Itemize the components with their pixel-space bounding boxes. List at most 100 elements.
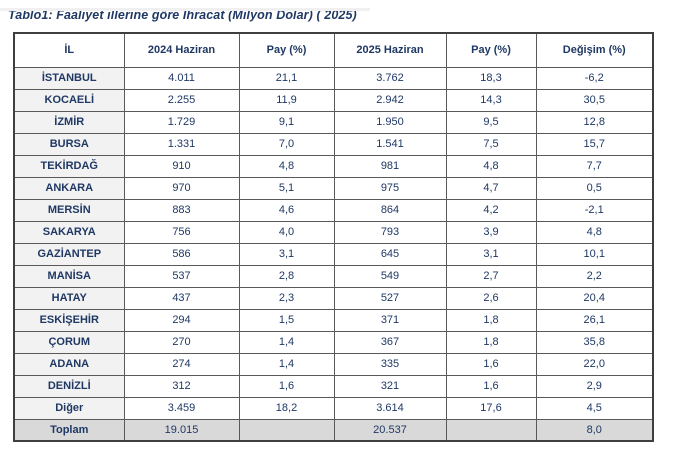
table-row: HATAY 437 2,3 527 2,6 20,4	[13, 286, 654, 310]
degisim-cell: 2,2	[535, 264, 654, 288]
pay-2025-cell: 7,5	[445, 132, 537, 156]
degisim-cell: 12,8	[535, 110, 654, 134]
export-table: İL 2024 Haziran Pay (%) 2025 Haziran Pay…	[13, 32, 654, 442]
value-2024-cell: 883	[123, 198, 240, 222]
pay-2025-cell: 2,7	[445, 264, 537, 288]
pay-2024-cell: 3,1	[238, 242, 335, 266]
value-2024-cell: 910	[123, 154, 240, 178]
table-row: MERSİN 883 4,6 864 4,2 -2,1	[13, 198, 654, 222]
value-2025-cell: 3.614	[333, 396, 447, 420]
value-2025-cell: 367	[333, 330, 447, 354]
pay-2025-cell: 1,8	[445, 330, 537, 354]
value-2024-cell: 4.011	[123, 66, 240, 90]
value-2025-cell: 1.541	[333, 132, 447, 156]
degisim-cell: -6,2	[535, 66, 654, 90]
pay-2024-cell: 1,5	[238, 308, 335, 332]
column-header-2025: 2025 Haziran	[333, 32, 447, 68]
value-2025-cell: 335	[333, 352, 447, 376]
province-cell: SAKARYA	[13, 220, 125, 244]
degisim-cell: 22,0	[535, 352, 654, 376]
degisim-cell: 26,1	[535, 308, 654, 332]
province-cell: İZMİR	[13, 110, 125, 134]
province-cell: ADANA	[13, 352, 125, 376]
pay-2024-cell: 11,9	[238, 88, 335, 112]
value-2024-cell: 294	[123, 308, 240, 332]
pay-2025-cell	[445, 418, 537, 442]
pay-2024-cell: 21,1	[238, 66, 335, 90]
table-row: MANİSA 537 2,8 549 2,7 2,2	[13, 264, 654, 288]
value-2024-cell: 274	[123, 352, 240, 376]
value-2025-cell: 321	[333, 374, 447, 398]
province-cell: MANİSA	[13, 264, 125, 288]
pay-2024-cell: 4,0	[238, 220, 335, 244]
pay-2024-cell: 2,8	[238, 264, 335, 288]
top-edge-artifact	[0, 8, 370, 11]
pay-2025-cell: 17,6	[445, 396, 537, 420]
column-header-pay-2024: Pay (%)	[238, 32, 335, 68]
pay-2024-cell: 18,2	[238, 396, 335, 420]
degisim-cell: 8,0	[535, 418, 654, 442]
column-header-il: İL	[13, 32, 125, 68]
table-row: İSTANBUL 4.011 21,1 3.762 18,3 -6,2	[13, 66, 654, 90]
pay-2024-cell: 7,0	[238, 132, 335, 156]
degisim-cell: 7,7	[535, 154, 654, 178]
value-2025-cell: 3.762	[333, 66, 447, 90]
table-row: SAKARYA 756 4,0 793 3,9 4,8	[13, 220, 654, 244]
pay-2024-cell: 1,6	[238, 374, 335, 398]
pay-2025-cell: 18,3	[445, 66, 537, 90]
province-cell: BURSA	[13, 132, 125, 156]
table-row: TEKİRDAĞ 910 4,8 981 4,8 7,7	[13, 154, 654, 178]
pay-2025-cell: 9,5	[445, 110, 537, 134]
degisim-cell: 4,8	[535, 220, 654, 244]
degisim-cell: 30,5	[535, 88, 654, 112]
pay-2024-cell: 2,3	[238, 286, 335, 310]
pay-2025-cell: 4,8	[445, 154, 537, 178]
province-cell: ÇORUM	[13, 330, 125, 354]
pay-2024-cell: 5,1	[238, 176, 335, 200]
table-row: ADANA 274 1,4 335 1,6 22,0	[13, 352, 654, 376]
value-2025-cell: 2.942	[333, 88, 447, 112]
pay-2025-cell: 1,6	[445, 352, 537, 376]
pay-2025-cell: 3,9	[445, 220, 537, 244]
value-2025-cell: 527	[333, 286, 447, 310]
province-cell: Diğer	[13, 396, 125, 420]
degisim-cell: 15,7	[535, 132, 654, 156]
value-2024-cell: 1.331	[123, 132, 240, 156]
degisim-cell: 20,4	[535, 286, 654, 310]
value-2025-cell: 793	[333, 220, 447, 244]
province-cell: KOCAELİ	[13, 88, 125, 112]
table-row: DENİZLİ 312 1,6 321 1,6 2,9	[13, 374, 654, 398]
column-header-pay-2025: Pay (%)	[445, 32, 537, 68]
degisim-cell: 10,1	[535, 242, 654, 266]
pay-2024-cell: 1,4	[238, 330, 335, 354]
province-cell: GAZİANTEP	[13, 242, 125, 266]
pay-2024-cell	[238, 418, 335, 442]
degisim-cell: 2,9	[535, 374, 654, 398]
value-2024-cell: 312	[123, 374, 240, 398]
province-cell: HATAY	[13, 286, 125, 310]
pay-2025-cell: 1,6	[445, 374, 537, 398]
table-body: İSTANBUL 4.011 21,1 3.762 18,3 -6,2 KOCAELİ 2.2…	[13, 66, 654, 442]
value-2024-cell: 437	[123, 286, 240, 310]
table-header-row: İL 2024 Haziran Pay (%) 2025 Haziran Pay…	[13, 32, 654, 68]
value-2025-cell: 975	[333, 176, 447, 200]
report-title: Tablo1: Faaliyet illerine göre İhracat (…	[8, 8, 357, 22]
value-2025-cell: 864	[333, 198, 447, 222]
table-row: ÇORUM 270 1,4 367 1,8 35,8	[13, 330, 654, 354]
degisim-cell: -2,1	[535, 198, 654, 222]
pay-2025-cell: 4,2	[445, 198, 537, 222]
table-row: İZMİR 1.729 9,1 1.950 9,5 12,8	[13, 110, 654, 134]
value-2025-cell: 549	[333, 264, 447, 288]
pay-2024-cell: 9,1	[238, 110, 335, 134]
table-row: ANKARA 970 5,1 975 4,7 0,5	[13, 176, 654, 200]
province-cell: TEKİRDAĞ	[13, 154, 125, 178]
pay-2025-cell: 4,7	[445, 176, 537, 200]
degisim-cell: 0,5	[535, 176, 654, 200]
pay-2025-cell: 1,8	[445, 308, 537, 332]
province-cell: ESKİŞEHİR	[13, 308, 125, 332]
province-cell: MERSİN	[13, 198, 125, 222]
column-header-degisim: Değişim (%)	[535, 32, 654, 68]
table-row: BURSA 1.331 7,0 1.541 7,5 15,7	[13, 132, 654, 156]
province-cell: Toplam	[13, 418, 125, 442]
pay-2025-cell: 3,1	[445, 242, 537, 266]
